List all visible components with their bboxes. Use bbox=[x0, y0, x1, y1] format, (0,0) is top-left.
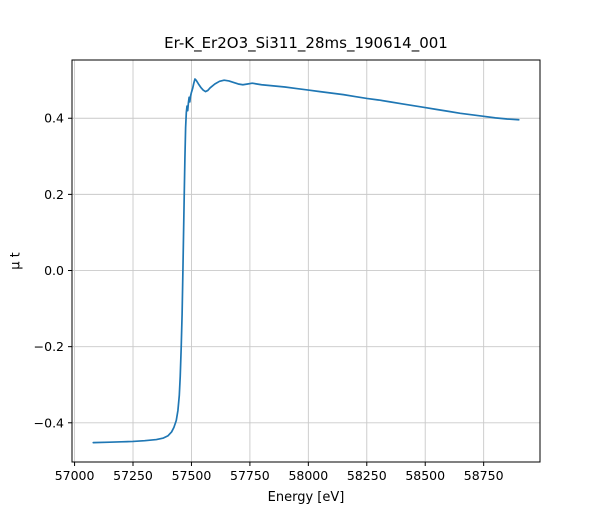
x-tick-label: 57250 bbox=[113, 468, 153, 483]
x-tick-label: 57500 bbox=[172, 468, 212, 483]
y-tick-label: 0.2 bbox=[44, 187, 64, 202]
x-tick-label: 58500 bbox=[405, 468, 445, 483]
x-tick-label: 58750 bbox=[464, 468, 504, 483]
y-tick-label: −0.4 bbox=[34, 415, 64, 430]
y-tick-label: 0.0 bbox=[44, 263, 64, 278]
x-tick-label: 58250 bbox=[347, 468, 387, 483]
x-tick-label: 58000 bbox=[288, 468, 328, 483]
data-series-line bbox=[92, 78, 520, 444]
chart-title: Er-K_Er2O3_Si311_28ms_190614_001 bbox=[164, 34, 448, 52]
axes-spines bbox=[71, 59, 541, 463]
x-tick-label: 57750 bbox=[230, 468, 270, 483]
x-axis-label: Energy [eV] bbox=[267, 490, 345, 505]
x-tick-label: 57000 bbox=[55, 468, 95, 483]
y-tick-label: −0.2 bbox=[34, 339, 64, 354]
y-tick-label: 0.4 bbox=[44, 111, 64, 126]
